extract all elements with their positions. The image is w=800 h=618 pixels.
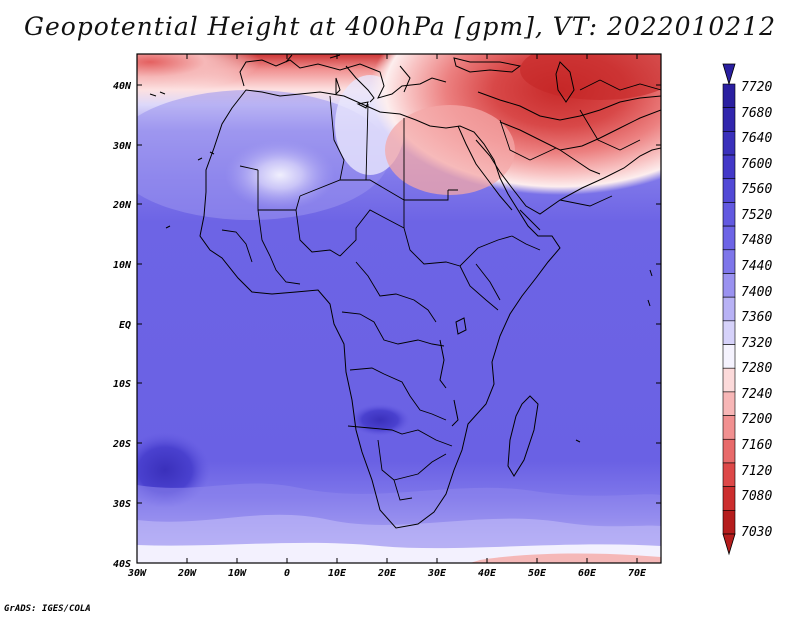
colorbar-swatch: [722, 462, 736, 487]
colorbar-swatch: [722, 83, 736, 108]
colorbar-label: 7680: [741, 106, 772, 121]
colorbar-swatch: [722, 510, 736, 535]
colorbar-swatch: [722, 438, 736, 464]
lon-tick-label: 40E: [478, 568, 497, 579]
colorbar: 7720 7680 7640 7600 7560 7520 7480 7440 …: [722, 63, 772, 556]
colorbar-label: 7280: [741, 361, 772, 376]
lat-tick-label: 40S: [113, 559, 131, 570]
lon-tick-label: 10E: [328, 568, 347, 579]
colorbar-label: 7480: [741, 233, 772, 248]
lat-tick-label: 30S: [112, 499, 131, 510]
colorbar-swatch: [722, 178, 736, 203]
colorbar-label: 7720: [741, 80, 772, 95]
lat-tick-label: 10S: [113, 379, 131, 390]
colorbar-swatch: [722, 320, 736, 345]
lat-tick-label: EQ: [119, 320, 131, 331]
colorbar-swatch: [722, 391, 736, 416]
latitude-axis: 40N 30N 20N 10N EQ 10S 20S 30S 40S: [112, 81, 661, 570]
colorbar-swatch: [722, 249, 736, 274]
lon-tick-label: 30E: [427, 568, 447, 579]
colorbar-label: 7600: [741, 157, 772, 172]
colorbar-swatch: [722, 415, 736, 440]
lon-tick-label: 70E: [628, 568, 647, 579]
lon-tick-label: 50E: [528, 568, 547, 579]
lon-tick-label: 0: [284, 568, 290, 579]
lon-tick-label: 60E: [578, 568, 597, 579]
longitude-axis: 30W 20W 10W 0 10E 20E 30E 40E 50E 60E 70…: [127, 54, 647, 579]
lat-tick-label: 20N: [112, 200, 132, 211]
colorbar-label: 7320: [741, 336, 772, 351]
lat-tick-label: 30N: [112, 141, 132, 152]
lon-tick-label: 20W: [177, 568, 197, 579]
grads-credit: GrADS: IGES/COLA: [4, 604, 91, 614]
colorbar-label: 7360: [741, 310, 772, 325]
colorbar-swatch: [722, 202, 736, 227]
height-field: [137, 54, 661, 563]
colorbar-bottom-arrow: [722, 533, 736, 556]
colorbar-swatch: [722, 225, 736, 251]
lon-tick-label: 30W: [127, 568, 147, 579]
country-borders: [221, 79, 661, 501]
colorbar-swatch: [722, 367, 736, 393]
colorbar-label: 7200: [741, 412, 772, 427]
colorbar-swatch: [722, 131, 736, 156]
colorbar-label: 7160: [741, 438, 772, 453]
map-title: Geopotential Height at 400hPa [gpm], VT:…: [23, 12, 777, 41]
colorbar-label: 7560: [741, 182, 772, 197]
colorbar-swatch: [722, 486, 736, 511]
lat-tick-label: 20S: [112, 439, 131, 450]
colorbar-label: 7640: [741, 131, 772, 146]
colorbar-top-arrow: [722, 63, 736, 86]
colorbar-swatch: [722, 296, 736, 322]
colorbar-swatch: [722, 154, 736, 180]
colorbar-label: 7240: [741, 387, 772, 402]
coastlines: [149, 54, 661, 529]
colorbar-label: 7520: [741, 208, 772, 223]
map-frame: [136, 53, 662, 564]
lon-tick-label: 20E: [377, 568, 397, 579]
colorbar-swatch: [722, 107, 736, 132]
colorbar-label: 7030: [741, 525, 772, 540]
lat-tick-label: 40N: [113, 81, 132, 92]
colorbar-label: 7400: [741, 285, 772, 300]
colorbar-boxes: [722, 83, 736, 535]
colorbar-swatch: [722, 273, 736, 298]
colorbar-label: 7440: [741, 259, 772, 274]
colorbar-label: 7080: [741, 489, 772, 504]
colorbar-label: 7120: [741, 464, 772, 479]
colorbar-swatch: [722, 344, 736, 369]
lon-tick-label: 10W: [228, 568, 247, 579]
lat-tick-label: 10N: [113, 260, 132, 271]
